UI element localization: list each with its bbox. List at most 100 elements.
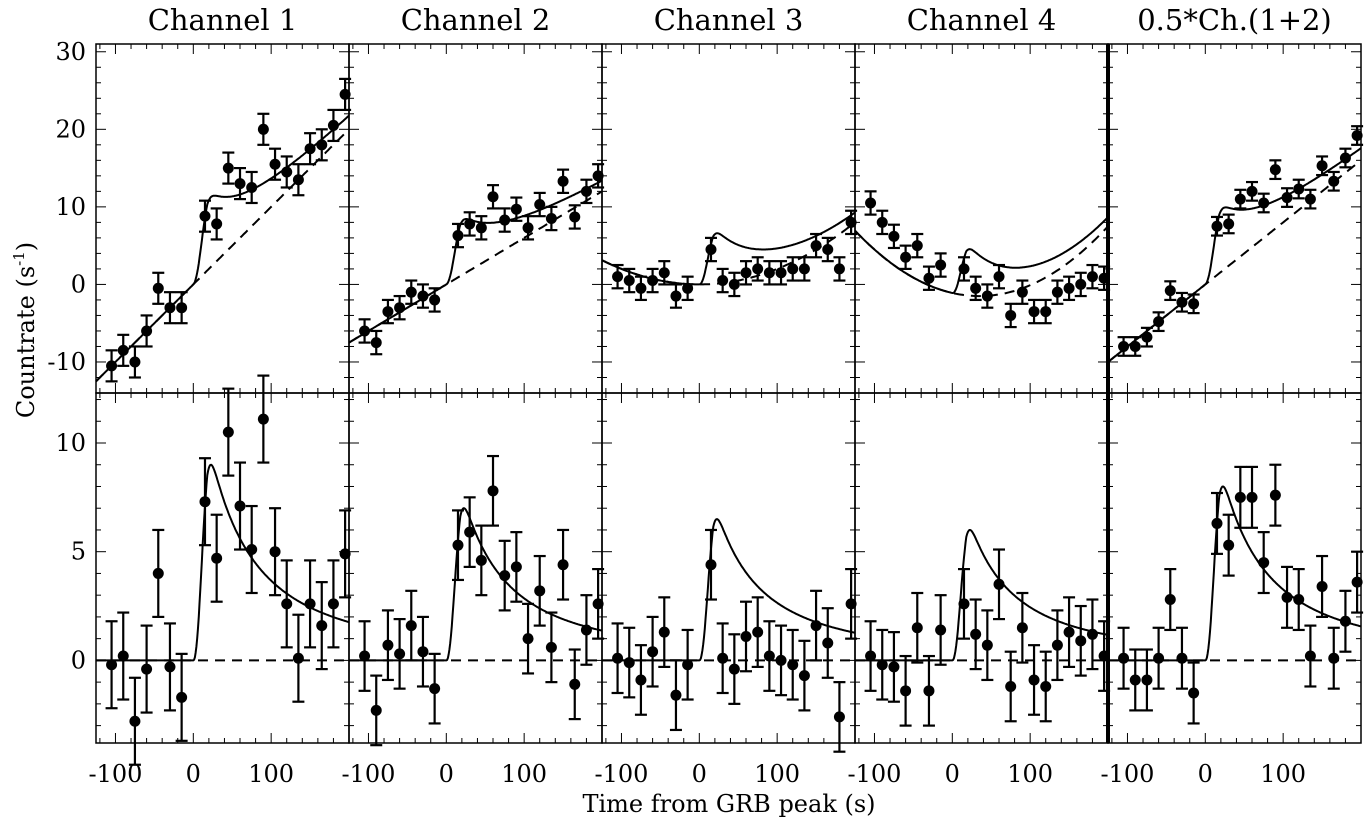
- model-curve-line: [854, 216, 1109, 294]
- data-point: [370, 704, 382, 716]
- data-point: [1153, 652, 1165, 664]
- data-point: [1316, 580, 1328, 592]
- data-point: [845, 598, 857, 610]
- data-point: [281, 598, 293, 610]
- data-point: [981, 290, 993, 302]
- x-tick-label: -100: [848, 760, 902, 788]
- data-point: [269, 546, 281, 558]
- data-point: [405, 286, 417, 298]
- data-point: [1316, 160, 1328, 172]
- x-tick-label: 100: [1260, 760, 1306, 788]
- data-point: [1328, 175, 1340, 187]
- data-point: [798, 670, 810, 682]
- x-axis-title: Time from GRB peak (s): [582, 790, 875, 818]
- data-point: [304, 598, 316, 610]
- data-point: [417, 290, 429, 302]
- data-point: [787, 263, 799, 275]
- data-point: [1040, 306, 1052, 318]
- data-point: [717, 652, 729, 664]
- y-tick-labels: 30 20 10 0 -10 10 5 0: [47, 38, 86, 675]
- data-point: [970, 282, 982, 294]
- data-point: [452, 230, 464, 242]
- data-point: [1075, 635, 1087, 647]
- data-point: [635, 674, 647, 686]
- data-point: [141, 325, 153, 337]
- panel-top-col-4: [854, 43, 1111, 394]
- y-tick-label-top: 10: [55, 193, 86, 221]
- data-point: [1086, 271, 1098, 283]
- panel-frame: [854, 43, 1109, 394]
- y-tick-label-bottom: 0: [71, 646, 86, 674]
- data-point: [327, 598, 339, 610]
- x-tick-label: -100: [595, 760, 649, 788]
- model-curve-line: [348, 179, 603, 344]
- data-point: [464, 526, 476, 538]
- data-point: [1234, 491, 1246, 503]
- data-point: [1153, 316, 1165, 328]
- data-point: [935, 624, 947, 636]
- data-point: [763, 267, 775, 279]
- data-point: [510, 561, 522, 573]
- data-point: [1351, 130, 1363, 142]
- panel-bottom-col-1: [95, 374, 352, 766]
- data-point: [304, 143, 316, 155]
- data-point: [752, 626, 764, 638]
- data-point: [1141, 674, 1153, 686]
- x-tick-label: 100: [248, 760, 294, 788]
- data-point: [1028, 306, 1040, 318]
- data-point: [1223, 539, 1235, 551]
- data-point: [740, 267, 752, 279]
- panel-top-col-2: [348, 43, 605, 394]
- data-point: [569, 211, 581, 223]
- column-title-4: Channel 4: [907, 3, 1057, 37]
- data-point: [958, 598, 970, 610]
- x-tick-label: 0: [186, 760, 201, 788]
- y-axis-title-close: ): [12, 242, 40, 251]
- data-point: [833, 263, 845, 275]
- data-point: [370, 337, 382, 349]
- panel-top-col-5: [1107, 43, 1364, 394]
- data-point: [900, 251, 912, 263]
- data-point: [1258, 197, 1270, 209]
- data-point: [106, 360, 118, 372]
- data-point: [911, 622, 923, 634]
- data-point: [876, 216, 888, 228]
- data-point: [199, 496, 211, 508]
- data-point: [810, 620, 822, 632]
- data-point: [647, 646, 659, 658]
- y-tick-label-bottom: 10: [55, 429, 86, 457]
- data-point: [658, 626, 670, 638]
- data-point: [499, 570, 511, 582]
- x-tick-label: 0: [692, 760, 707, 788]
- data-point: [1269, 489, 1281, 501]
- data-point: [557, 559, 569, 571]
- data-point: [164, 661, 176, 673]
- data-point: [1051, 639, 1063, 651]
- data-point: [429, 294, 441, 306]
- y-axis-title-exponent: -1: [10, 251, 28, 266]
- data-point: [958, 263, 970, 275]
- data-point: [775, 654, 787, 666]
- panel-top-col-3: [601, 43, 858, 394]
- x-tick-label: 0: [945, 760, 960, 788]
- data-point: [888, 661, 900, 673]
- data-point: [1246, 491, 1258, 503]
- data-point: [1258, 557, 1270, 569]
- y-tick-label-top: -10: [47, 348, 86, 376]
- data-point: [1118, 652, 1130, 664]
- data-point: [822, 244, 834, 256]
- data-point: [316, 139, 328, 151]
- data-point: [612, 271, 624, 283]
- panel-bottom-col-4: [854, 392, 1111, 744]
- data-point: [810, 240, 822, 252]
- data-point: [1075, 278, 1087, 290]
- data-point: [211, 218, 223, 230]
- y-tick-label-top: 20: [55, 115, 86, 143]
- data-point: [845, 216, 857, 228]
- data-point: [1293, 594, 1305, 606]
- data-point: [1176, 652, 1188, 664]
- data-point: [1269, 164, 1281, 176]
- data-point: [580, 185, 592, 197]
- data-point: [1304, 193, 1316, 205]
- data-point: [269, 158, 281, 170]
